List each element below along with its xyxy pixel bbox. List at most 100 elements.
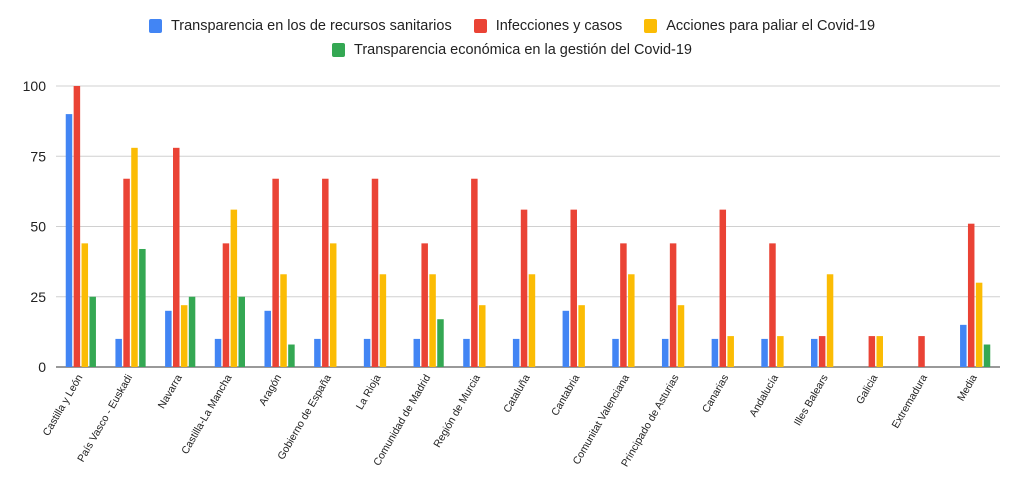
bar	[272, 178, 279, 367]
bar	[918, 336, 925, 367]
x-tick-label: Región de Murcia	[431, 372, 483, 449]
legend-label: Infecciones y casos	[495, 18, 623, 34]
bar	[471, 178, 478, 367]
legend-item: Infecciones y casos	[473, 18, 623, 34]
bar	[876, 336, 883, 367]
bar	[967, 223, 975, 367]
y-tick-label: 100	[23, 78, 47, 94]
legend-swatch	[644, 19, 658, 33]
bar	[264, 310, 271, 367]
bar	[528, 274, 536, 367]
bar	[280, 274, 287, 367]
bar	[719, 209, 727, 367]
bar	[214, 338, 222, 367]
x-tick-label: Comunitat Valenciana	[571, 372, 632, 466]
bar	[818, 336, 826, 367]
bar	[188, 296, 196, 367]
legend-row: Transparencia en los de recursos sanitar…	[0, 14, 1024, 38]
x-tick-label: Principado de Asturias	[619, 373, 682, 469]
bar	[479, 305, 486, 367]
bar	[463, 338, 470, 367]
x-tick-label: Castilla y León	[41, 372, 86, 438]
x-tick-label: La Rioja	[354, 372, 384, 412]
x-tick-label: Comunidad de Madrid	[371, 372, 433, 468]
bar	[612, 338, 619, 367]
bar	[413, 338, 421, 367]
x-tick-label: Media	[955, 372, 980, 403]
bar	[562, 310, 570, 367]
bar	[711, 338, 719, 367]
legend-swatch	[332, 43, 345, 57]
y-tick-label: 0	[38, 359, 46, 375]
bar	[628, 274, 635, 367]
legend-swatch	[473, 19, 487, 33]
bar	[761, 338, 768, 367]
bar	[131, 147, 138, 367]
bar	[421, 243, 428, 367]
bar	[727, 336, 734, 367]
bar	[314, 338, 321, 367]
legend-item: Transparencia en los de recursos sanitar…	[148, 18, 452, 34]
y-tick-label: 75	[30, 148, 46, 164]
bar	[578, 305, 585, 367]
bar	[371, 178, 379, 367]
bar	[81, 243, 89, 367]
x-tick-label: Extremadura	[890, 372, 931, 430]
legend-row: Transparencia económica en la gestión de…	[0, 38, 1024, 62]
bar	[570, 209, 577, 367]
bar	[777, 336, 784, 367]
bar	[677, 305, 685, 367]
x-tick-label: Andalucía	[747, 372, 781, 419]
x-tick-label: Canarias	[700, 373, 731, 415]
legend-item: Acciones para paliar el Covid-19	[644, 18, 875, 34]
legend-label: Transparencia económica en la gestión de…	[354, 42, 692, 58]
bar	[115, 338, 122, 367]
legend-label: Transparencia en los de recursos sanitar…	[170, 18, 452, 34]
bar	[620, 243, 627, 367]
x-tick-label: Navarra	[156, 372, 185, 410]
bar	[429, 274, 436, 367]
bar	[139, 248, 146, 367]
bar	[123, 178, 130, 367]
bar	[960, 324, 967, 367]
bar	[769, 243, 776, 367]
x-tick-label: Gobierno de España	[275, 372, 334, 462]
x-tick-label: Castilla-La Mancha	[179, 372, 234, 456]
bar	[329, 243, 337, 367]
bar	[222, 243, 230, 367]
bar	[165, 310, 172, 367]
bar	[512, 338, 520, 367]
bar	[180, 305, 188, 367]
bar	[65, 114, 73, 367]
bar	[669, 243, 677, 367]
bar	[811, 338, 818, 367]
x-tick-label: Cataluña	[501, 372, 532, 415]
y-tick-label: 25	[30, 289, 46, 305]
x-tick-label: Aragón	[257, 372, 284, 407]
legend-label: Acciones para paliar el Covid-19	[666, 18, 876, 34]
bar	[322, 178, 329, 367]
bar	[520, 209, 528, 367]
bar	[868, 336, 876, 367]
legend-item: Transparencia económica en la gestión de…	[332, 42, 692, 58]
bar	[983, 344, 991, 367]
legend-swatch	[148, 19, 162, 33]
bar	[975, 282, 983, 367]
y-tick-label: 50	[30, 219, 46, 235]
x-tick-label: Cantabria	[549, 372, 582, 418]
legend: Transparencia en los de recursos sanitar…	[0, 14, 1024, 62]
x-tick-label: País Vasco - Euskadi	[75, 373, 135, 465]
bar	[89, 296, 96, 367]
bar	[173, 147, 180, 367]
bar	[73, 86, 81, 367]
x-tick-label: Galicia	[854, 372, 881, 406]
bar	[230, 209, 238, 367]
bar	[826, 274, 834, 367]
bar	[288, 344, 295, 367]
bar	[238, 296, 245, 367]
bar	[661, 338, 669, 367]
bar	[363, 338, 371, 367]
bar	[437, 319, 444, 367]
